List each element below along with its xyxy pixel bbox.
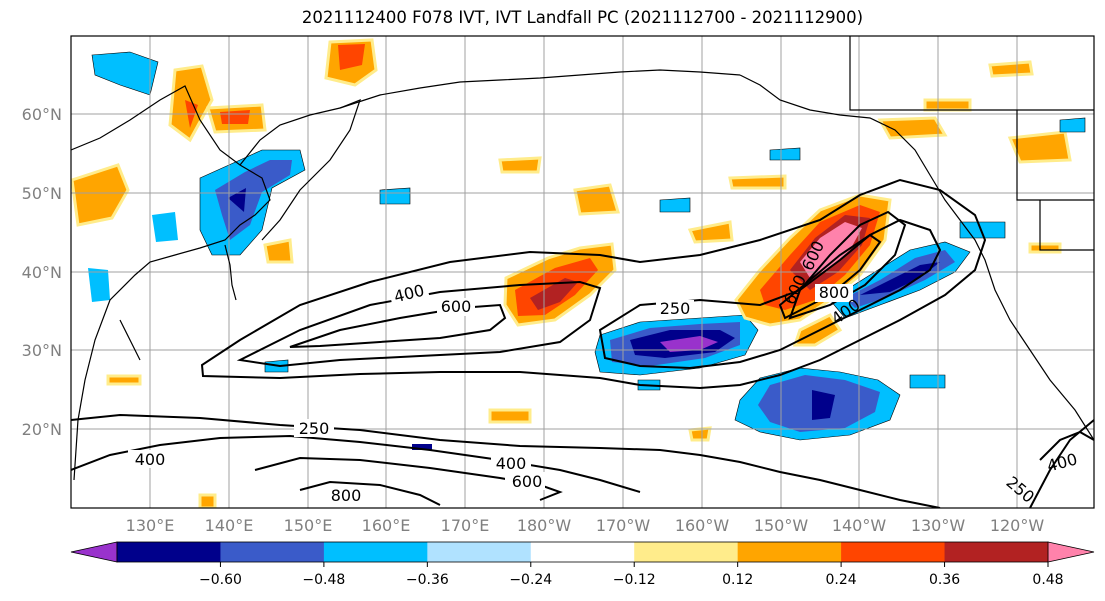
colorbar-segment xyxy=(427,542,532,562)
colorbar-label: −0.36 xyxy=(406,572,449,588)
x-tick-label: 130°E xyxy=(126,516,175,535)
y-tick-label: 30°N xyxy=(22,341,62,360)
x-tick-label: 170°W xyxy=(596,516,651,535)
colorbar-segment xyxy=(117,542,221,562)
colorbar-segment xyxy=(944,542,1049,562)
colorbar-label: −0.48 xyxy=(302,572,345,588)
contour-label: 600 xyxy=(512,472,543,491)
x-tick-label: 180°W xyxy=(517,516,572,535)
coastlines xyxy=(71,36,1094,481)
colorbar-label: −0.24 xyxy=(509,572,552,588)
contour-label: 800 xyxy=(331,486,362,505)
map-frame xyxy=(70,35,1095,509)
colorbar-label: −0.60 xyxy=(199,572,242,588)
y-tick-label: 60°N xyxy=(22,105,62,124)
contour-label: 800 xyxy=(819,283,850,302)
contour-label: 400 xyxy=(135,450,166,469)
x-tick-label: 160°E xyxy=(362,516,411,535)
colorbar-frame xyxy=(116,541,1049,563)
colorbar-label: 0.36 xyxy=(929,572,960,588)
shading-layer xyxy=(71,38,1086,508)
colorbar-label: 0.48 xyxy=(1032,572,1063,588)
x-axis-labels: 130°E 140°E 150°E 160°E 170°E 180°W 170°… xyxy=(126,516,1045,535)
y-axis-labels: 60°N 50°N 40°N 30°N 20°N xyxy=(22,105,62,439)
colorbar-segment xyxy=(737,542,842,562)
ivt-contours xyxy=(71,178,1094,508)
x-tick-label: 140°W xyxy=(832,516,887,535)
map-title: 2021112400 F078 IVT, IVT Landfall PC (20… xyxy=(301,8,864,27)
contour-label: 250 xyxy=(299,419,330,438)
colorbar-segment xyxy=(530,542,635,562)
y-tick-label: 50°N xyxy=(22,184,62,203)
colorbar-segment xyxy=(841,542,946,562)
x-tick-label: 150°W xyxy=(754,516,809,535)
y-tick-label: 20°N xyxy=(22,420,62,439)
y-tick-label: 40°N xyxy=(22,263,62,282)
colorbar-segment xyxy=(634,542,739,562)
contour-label: 400 xyxy=(496,454,527,473)
colorbar-segment xyxy=(220,542,325,562)
colorbar-extend-max xyxy=(1047,541,1095,563)
colorbar-label: 0.12 xyxy=(722,572,753,588)
x-tick-label: 120°W xyxy=(990,516,1045,535)
contour-labels: 400 600 250 400 600 800 250 400 600 800 … xyxy=(128,238,1079,507)
x-tick-label: 170°E xyxy=(441,516,490,535)
colorbar-extend-min xyxy=(70,541,118,563)
x-tick-label: 150°E xyxy=(284,516,333,535)
contour-label: 250 xyxy=(660,299,691,318)
colorbar: −0.60 −0.48 −0.36 −0.24 −0.12 0.12 0.24 0.36 0.4… xyxy=(70,541,1095,588)
x-tick-label: 140°E xyxy=(205,516,254,535)
contour-label: 600 xyxy=(441,297,472,316)
x-tick-label: 160°W xyxy=(675,516,730,535)
colorbar-label: 0.24 xyxy=(826,572,857,588)
x-tick-label: 130°W xyxy=(911,516,966,535)
colorbar-label: −0.12 xyxy=(613,572,656,588)
colorbar-segment xyxy=(323,542,428,562)
